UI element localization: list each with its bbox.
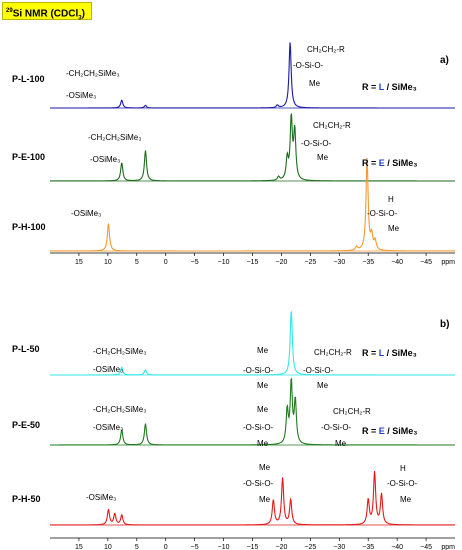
structure-annotation: -O-Si-O- [303, 366, 334, 375]
structure-annotation: -O-Si-O- [367, 209, 398, 218]
x-tick-label: −20 [275, 544, 287, 550]
structure-annotation: Me [317, 381, 329, 390]
structure-annotation: Me [317, 153, 329, 162]
series-label-p-e-50: P-E-50 [12, 420, 40, 430]
series-label-p-l-100: P-L-100 [12, 74, 45, 84]
spectrum-p-e-100 [49, 113, 455, 182]
ppm-axes: 15 10 5 0 −5 −10 −15 −20 −25 −30 −35 −40 −45 ppm 15 10 5… [50, 252, 455, 550]
x-tick-label: −10 [218, 544, 230, 550]
x-tick-label: −40 [391, 544, 403, 550]
r-group-label: R = E / SiMe₃ [362, 158, 417, 168]
structure-annotation: Me [259, 495, 271, 504]
x-tick-label: 10 [104, 259, 112, 266]
x-tick-label: −10 [218, 259, 230, 266]
structure-annotation: -CH₂CH₂SiMe₃ [93, 347, 146, 356]
spectrum-annotations: a) P-L-100 -CH₂CH₂SiMe₃ -OSiMe₃ CH₂CH₂-R -O-S… [12, 45, 449, 504]
x-tick-label: −45 [420, 544, 432, 550]
series-label-p-h-100: P-H-100 [12, 222, 46, 232]
structure-annotation: Me [257, 405, 269, 414]
spectrum-p-e-50 [50, 377, 455, 446]
structure-annotation: Me [257, 346, 269, 355]
x-tick-label: 5 [135, 259, 139, 266]
structure-annotation: -CH₂CH₂SiMe₃ [93, 405, 146, 414]
structure-annotation: H [400, 464, 406, 473]
structure-annotation: -O-Si-O- [321, 423, 352, 432]
structure-annotation: -O-Si-O- [387, 479, 418, 488]
x-tick-label: −15 [247, 544, 259, 550]
figure-title-badge: 29Si NMR (CDCl3) [2, 2, 92, 22]
x-tick-label: 15 [75, 544, 83, 550]
structure-annotation: CH₂CH₂-R [313, 121, 351, 130]
structure-annotation: CH₂CH₂-R [314, 348, 352, 357]
structure-annotation: H [388, 195, 394, 204]
title-text-2: ) [81, 8, 85, 20]
structure-annotation: -OSiMe₃ [86, 493, 116, 502]
x-tick-label: −30 [333, 544, 345, 550]
structure-annotation: -OSiMe₃ [90, 155, 120, 164]
title-subscript: 3 [78, 15, 82, 22]
structure-annotation: CH₂CH₂-R [307, 45, 345, 54]
spectrum-baselines [50, 107, 455, 526]
x-tick-label: −40 [391, 259, 403, 266]
structure-annotation: Me [388, 224, 400, 233]
r-group-label: R = L / SiMe₃ [362, 348, 417, 358]
x-tick-label: −15 [247, 259, 259, 266]
x-tick-label: −20 [275, 259, 287, 266]
x-tick-label: 0 [164, 259, 168, 266]
structure-annotation: -O-Si-O- [293, 61, 324, 70]
spectrum-p-h-100 [49, 157, 455, 252]
x-tick-label: −35 [362, 259, 374, 266]
structure-annotation: -O-Si-O- [243, 423, 274, 432]
r-group-label: R = L / SiMe₃ [362, 82, 417, 92]
structure-annotation: -CH₂CH₂SiMe₃ [88, 133, 141, 142]
panel-label: b) [440, 319, 449, 330]
structure-annotation: CH₂CH₂-R [333, 407, 371, 416]
structure-annotation: Me [335, 439, 347, 448]
x-tick-label: 10 [104, 544, 112, 550]
series-label-p-l-50: P-L-50 [12, 344, 40, 354]
structure-annotation: Me [257, 439, 269, 448]
series-label-p-e-100: P-E-100 [12, 152, 45, 162]
structure-annotation: Me [257, 381, 269, 390]
structure-annotation: -OSiMe₃ [93, 365, 123, 374]
structure-annotation: -O-Si-O- [243, 479, 274, 488]
spectra-traces [49, 41, 455, 526]
isotope-superscript: 29 [6, 8, 13, 14]
title-text-1: Si NMR (CDCl [12, 8, 79, 20]
structure-annotation: -O-Si-O- [243, 366, 274, 375]
panel-label: a) [440, 55, 449, 66]
series-label-p-h-50: P-H-50 [12, 494, 41, 504]
x-tick-label: −5 [191, 259, 199, 266]
structure-annotation: -OSiMe₃ [93, 423, 123, 432]
x-tick-label: −35 [362, 544, 374, 550]
x-tick-label: 15 [75, 259, 83, 266]
spectrum-p-h-50 [50, 470, 455, 526]
spectrum-p-l-100 [50, 42, 455, 109]
structure-annotation: Me [259, 463, 271, 472]
x-tick-label: −30 [333, 259, 345, 266]
structure-annotation: -OSiMe₃ [66, 91, 96, 100]
x-tick-label: −25 [304, 544, 316, 550]
x-axis-unit: ppm [441, 544, 455, 550]
x-tick-label: −45 [420, 259, 432, 266]
structure-annotation: -O-Si-O- [301, 139, 332, 148]
structure-annotation: -OSiMe₃ [71, 209, 101, 218]
structure-annotation: Me [400, 495, 412, 504]
spectrum-p-l-50 [50, 310, 455, 376]
r-group-label: R = E / SiMe₃ [362, 426, 417, 436]
x-tick-label: −5 [191, 544, 199, 550]
x-axis-unit: ppm [441, 259, 455, 266]
structure-annotation: -CH₂CH₂SiMe₃ [66, 69, 119, 78]
x-tick-label: −25 [304, 259, 316, 266]
x-tick-label: 5 [135, 544, 139, 550]
x-tick-label: 0 [164, 544, 168, 550]
structure-annotation: Me [309, 79, 321, 88]
